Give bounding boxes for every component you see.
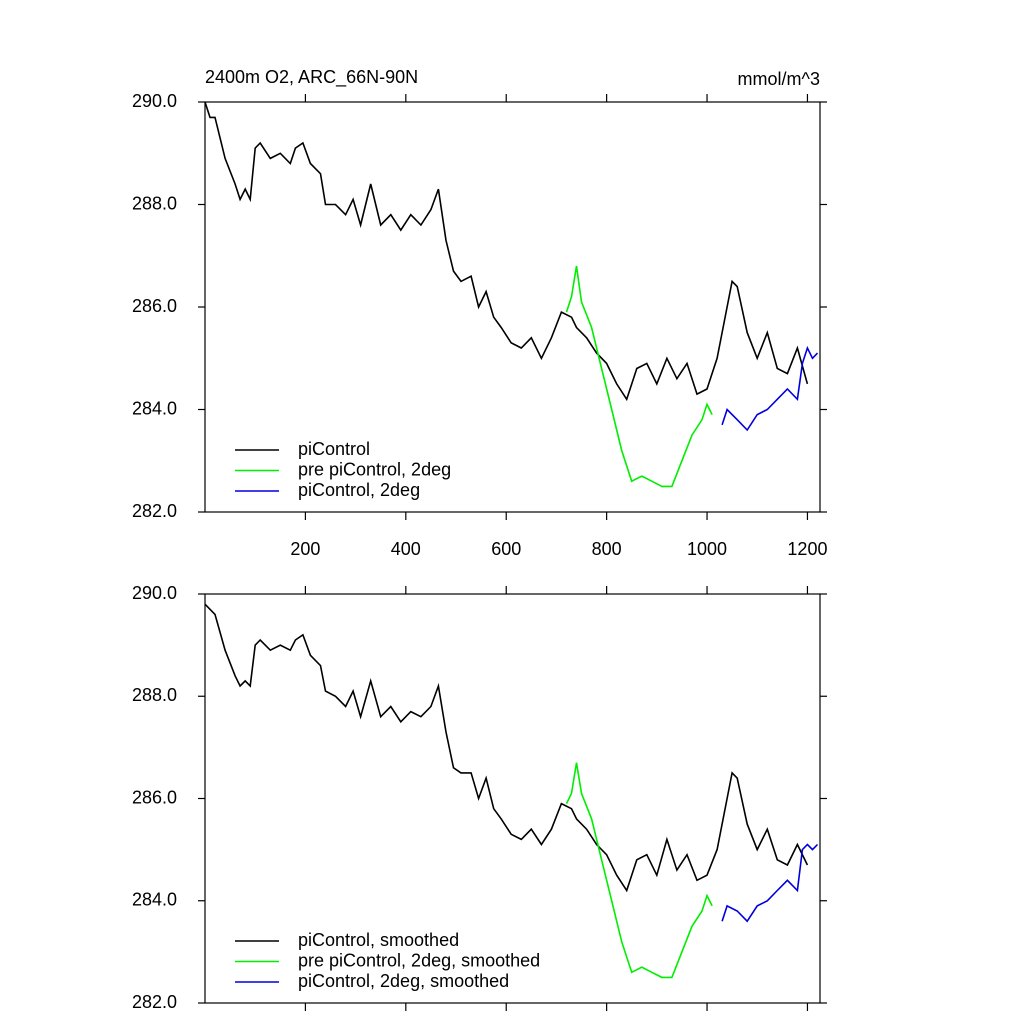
plot-frame: [204, 593, 821, 1004]
y-tick-label: 284.0: [132, 890, 177, 910]
y-tick-label: 282.0: [132, 992, 177, 1012]
y-tick-label: 286.0: [132, 787, 177, 807]
series-line: [721, 345, 819, 432]
legend-label: piControl: [298, 439, 370, 459]
legend-label: pre piControl, 2deg: [298, 459, 451, 479]
x-tick-label: 200: [290, 539, 320, 559]
plot-frame: [204, 101, 821, 513]
y-tick-label: 288.0: [132, 685, 177, 705]
x-tick-label: 1200: [787, 539, 827, 559]
legend-label: piControl, 2deg, smoothed: [298, 971, 509, 991]
x-tick-label: 1000: [687, 539, 727, 559]
series-line: [565, 762, 713, 979]
y-tick-label: 286.0: [132, 296, 177, 316]
y-tick-label: 290.0: [132, 91, 177, 111]
legend-label: piControl, 2deg: [298, 480, 420, 500]
series-line: [721, 843, 819, 923]
y-tick-label: 288.0: [132, 193, 177, 213]
x-tick-label: 600: [491, 539, 521, 559]
units-label: mmol/m^3: [738, 69, 820, 89]
y-tick-label: 290.0: [132, 583, 177, 603]
legend-label: pre piControl, 2deg, smoothed: [298, 950, 540, 970]
series-line: [565, 265, 713, 488]
chart-title: 2400m O2, ARC_66N-90N: [205, 67, 418, 88]
y-tick-label: 284.0: [132, 398, 177, 418]
series-line: [204, 603, 809, 893]
series-line: [204, 101, 809, 402]
x-tick-label: 400: [391, 539, 421, 559]
legend-label: piControl, smoothed: [298, 930, 459, 950]
y-tick-label: 282.0: [132, 501, 177, 521]
x-tick-label: 800: [592, 539, 622, 559]
